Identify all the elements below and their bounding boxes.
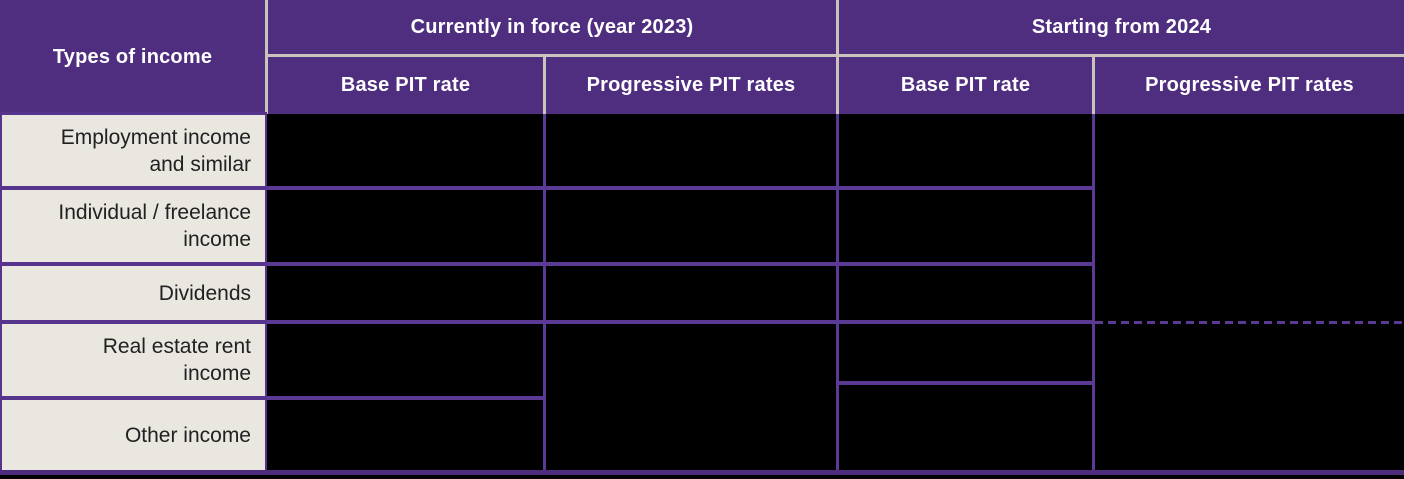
redacted-cell-2024-base-r2 [839,190,1092,262]
header-divider-vertical [1092,54,1095,114]
redacted-cell-2024-base-r4 [839,324,1092,381]
grid-line-horizontal-base2023 [267,396,546,400]
grid-line-vertical [836,114,839,470]
row-label-dividends: Dividends [2,266,265,320]
grid-line-horizontal [267,262,1095,266]
subheader-progressive-rates-2024: Progressive PIT rates [1145,74,1354,96]
subheader-progressive-rates-2023: Progressive PIT rates [586,74,796,96]
row-label-other-income: Other income [2,400,265,470]
dashed-divider [1095,321,1404,324]
redacted-cell-2024-base-r3 [839,266,1092,320]
table-bottom-border [0,470,1404,475]
redacted-cell-2023-base-r3 [267,266,543,320]
redacted-cell-2024-base-r5 [839,385,1092,470]
row-label-individual-freelance-income: Individual / freelance income [2,190,265,262]
group-header-2024: Starting from 2024 [1031,15,1212,38]
subheader-base-rate-2024: Base PIT rate [900,74,1031,96]
header-divider-vertical [265,0,268,114]
row-label-real-estate-rent-income: Real estate rent income [2,324,265,396]
corner-header: Types of income [52,45,213,68]
grid-line-horizontal [267,186,1095,190]
row-label-employment-income: Employment income and similar [2,115,265,186]
grid-line-vertical [543,114,546,470]
redacted-cell-2023-base-r1 [267,114,543,186]
redacted-cell-2024-base-r1 [839,114,1092,186]
redacted-cell-2024-progressive-r4r5-merged [1095,324,1404,470]
header-divider-vertical [543,54,546,114]
redacted-cell-2023-base-r4 [267,324,543,396]
header-divider-vertical [836,0,839,114]
header-divider-horizontal [265,54,1404,57]
redacted-cell-2023-progressive-r2 [546,190,836,262]
redacted-cell-2023-base-r2 [267,190,543,262]
group-header-2023: Currently in force (year 2023) [410,15,694,38]
table-header-band [0,0,1404,114]
redacted-cell-2023-progressive-r1 [546,114,836,186]
subheader-base-rate-2023: Base PIT rate [340,74,471,96]
redacted-cell-2023-base-r5 [267,400,543,470]
grid-line-horizontal [267,320,1095,324]
redacted-cell-2024-progressive-r1r3-merged [1095,114,1404,320]
redacted-cell-2023-progressive-r4r5-merged [546,324,836,470]
data-region-redacted [267,114,1404,470]
grid-line-vertical [1092,114,1095,470]
grid-line-horizontal-base2024 [836,381,1095,385]
redacted-cell-2023-progressive-r3 [546,266,836,320]
